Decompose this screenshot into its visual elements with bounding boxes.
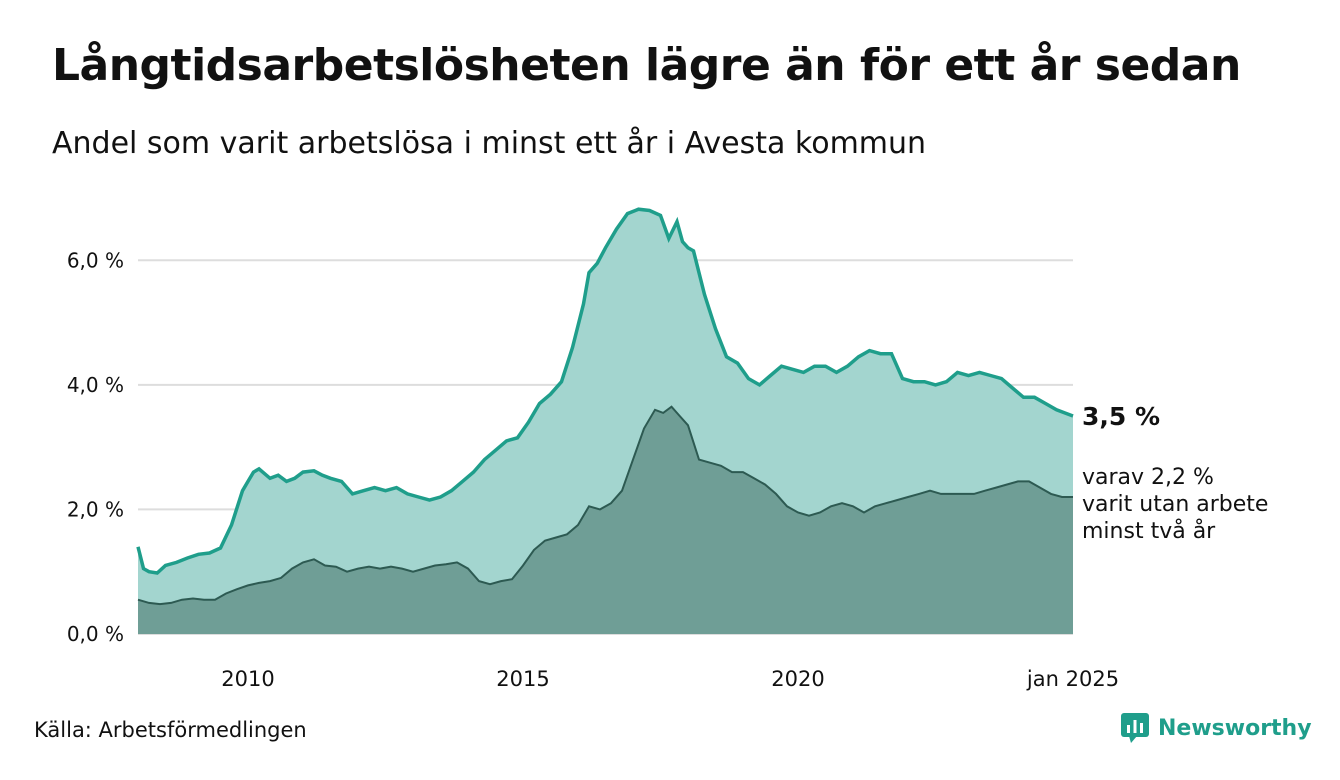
newsworthy-icon [1121, 713, 1149, 743]
y-tick-label: 6,0 % [67, 248, 124, 272]
y-tick-label: 4,0 % [67, 373, 124, 397]
brand-logo: Newsworthy [1120, 712, 1312, 744]
x-tick-label: jan 2025 [1026, 667, 1119, 691]
end-value-label: 3,5 % [1082, 402, 1160, 431]
x-tick-label: 2015 [496, 667, 549, 691]
line-total [136, 207, 1074, 575]
y-tick-label: 0,0 % [67, 622, 124, 646]
sub-value-label: minst två år [1082, 518, 1216, 544]
chart-title: Långtidsarbetslösheten lägre än för ett … [52, 40, 1241, 91]
x-tick-label: 2010 [221, 667, 274, 691]
line-two-years [137, 405, 1073, 606]
area-two-years [138, 406, 1073, 634]
chart-subtitle: Andel som varit arbetslösa i minst ett å… [52, 126, 927, 161]
sub-value-label: varit utan arbete [1082, 492, 1268, 517]
y-tick-label: 2,0 % [67, 497, 124, 521]
sub-value-label: varav 2,2 % [1082, 465, 1214, 490]
source-note: Källa: Arbetsförmedlingen [34, 718, 307, 742]
x-tick-label: 2020 [771, 667, 824, 691]
brand-name: Newsworthy [1158, 715, 1312, 741]
area-chart: 0,0 % 2,0 % 4,0 % 6,0 % 2010 2015 2020 jan 2025… [67, 207, 1268, 691]
